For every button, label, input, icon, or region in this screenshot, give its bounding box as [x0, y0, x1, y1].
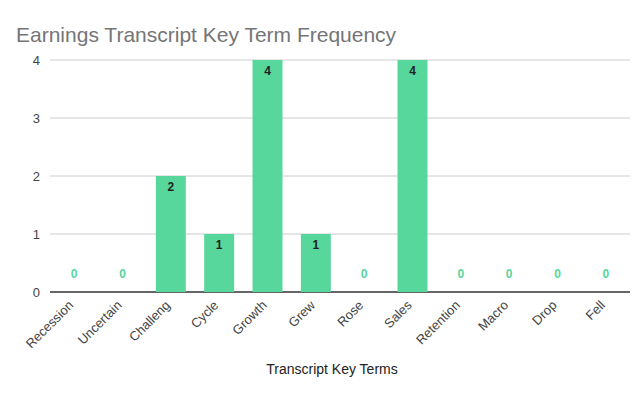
y-tick-label: 4: [33, 53, 40, 68]
grid-line: [50, 176, 630, 177]
data-label: 0: [457, 267, 464, 281]
x-tick-label: Drop: [529, 298, 560, 329]
bar: [59, 292, 89, 293]
data-label: 0: [506, 267, 513, 281]
data-label: 1: [216, 238, 223, 252]
data-label: 0: [71, 267, 78, 281]
data-label: 0: [554, 267, 561, 281]
grid-line: [50, 60, 630, 61]
x-tick-label: Cycle: [188, 298, 222, 332]
bar: [398, 60, 428, 292]
x-tick-label: Challeng: [126, 298, 173, 345]
x-tick-label: Recession: [23, 298, 77, 352]
x-tick-label: Sales: [381, 297, 415, 331]
grid-line: [50, 292, 630, 293]
data-label: 0: [361, 267, 368, 281]
x-tick-label: Grew: [285, 297, 318, 330]
y-tick-label: 2: [33, 169, 40, 184]
data-label: 1: [312, 238, 319, 252]
bar: [446, 292, 476, 293]
bar: [156, 176, 186, 292]
x-tick-label: Macro: [475, 298, 511, 334]
bar: [301, 234, 331, 292]
data-label: 0: [119, 267, 126, 281]
y-tick-label: 0: [33, 285, 40, 300]
x-tick-label: Retention: [413, 298, 463, 348]
x-tick-label: Growth: [229, 298, 269, 338]
bar: [543, 292, 573, 293]
x-axis-line: [50, 292, 630, 293]
x-tick-label: Rose: [334, 298, 366, 330]
bar: [253, 60, 283, 292]
title: Earnings Transcript Key Term Frequency: [16, 23, 397, 46]
grid-line: [50, 118, 630, 119]
data-label: 2: [167, 180, 174, 194]
bar: [591, 292, 621, 293]
bar: [494, 292, 524, 293]
bars: [156, 60, 428, 292]
bar: [108, 292, 138, 293]
x-tick-label: Fell: [583, 297, 608, 322]
bar: [204, 234, 234, 292]
y-tick-label: 1: [33, 227, 40, 242]
x-axis-title: Transcript Key Terms: [266, 361, 397, 377]
chart: Earnings Transcript Key Term Frequency 0 1…: [0, 0, 640, 396]
y-tick-label: 3: [33, 111, 40, 126]
x-tick-label: Uncertain: [75, 298, 125, 348]
data-label: 4: [264, 64, 271, 78]
data-label: 4: [409, 64, 416, 78]
data-label: 0: [602, 267, 609, 281]
bar: [349, 292, 379, 293]
grid-line: [50, 234, 630, 235]
